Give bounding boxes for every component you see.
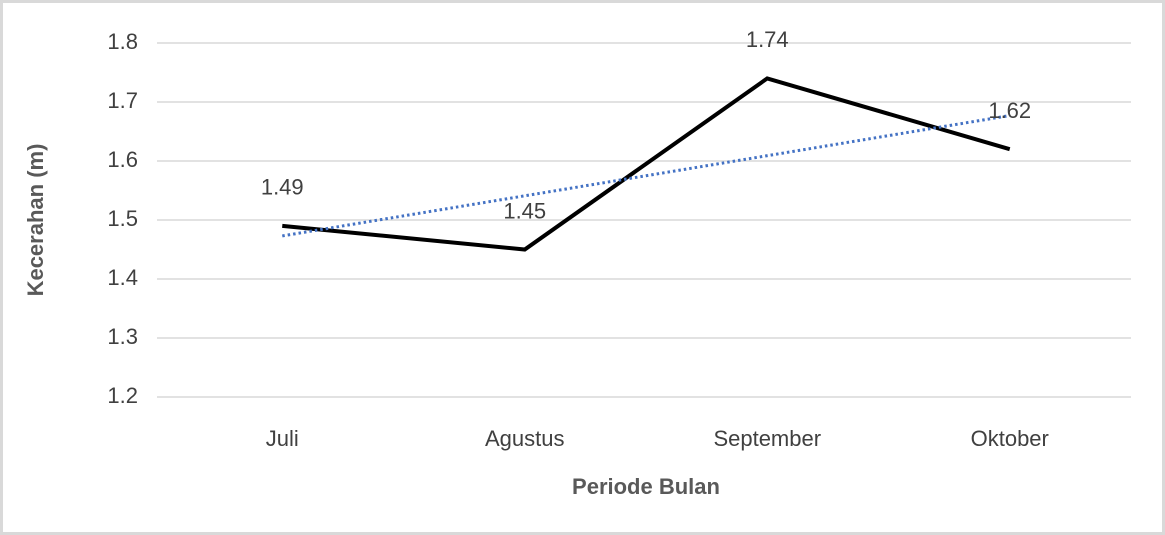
data-line xyxy=(282,76,1011,252)
x-tick-label: Juli xyxy=(266,426,299,451)
y-tick-label: 1.3 xyxy=(107,324,138,349)
y-tick-label: 1.2 xyxy=(107,383,138,408)
y-tick-label: 1.7 xyxy=(107,88,138,113)
y-tick-label: 1.6 xyxy=(107,147,138,172)
x-tick-label: Agustus xyxy=(485,426,565,451)
y-tick-label: 1.8 xyxy=(107,29,138,54)
data-label: 1.49 xyxy=(261,175,304,200)
y-tick-label: 1.4 xyxy=(107,265,138,290)
trendline xyxy=(282,114,1010,238)
data-label: 1.62 xyxy=(988,98,1031,123)
data-label: 1.74 xyxy=(746,27,789,52)
data-label: 1.45 xyxy=(503,198,546,223)
x-tick-label: September xyxy=(713,426,821,451)
x-axis-title: Periode Bulan xyxy=(572,474,720,499)
y-axis-title: Kecerahan (m) xyxy=(23,144,48,297)
x-tick-label: Oktober xyxy=(971,426,1049,451)
y-tick-label: 1.5 xyxy=(107,206,138,231)
